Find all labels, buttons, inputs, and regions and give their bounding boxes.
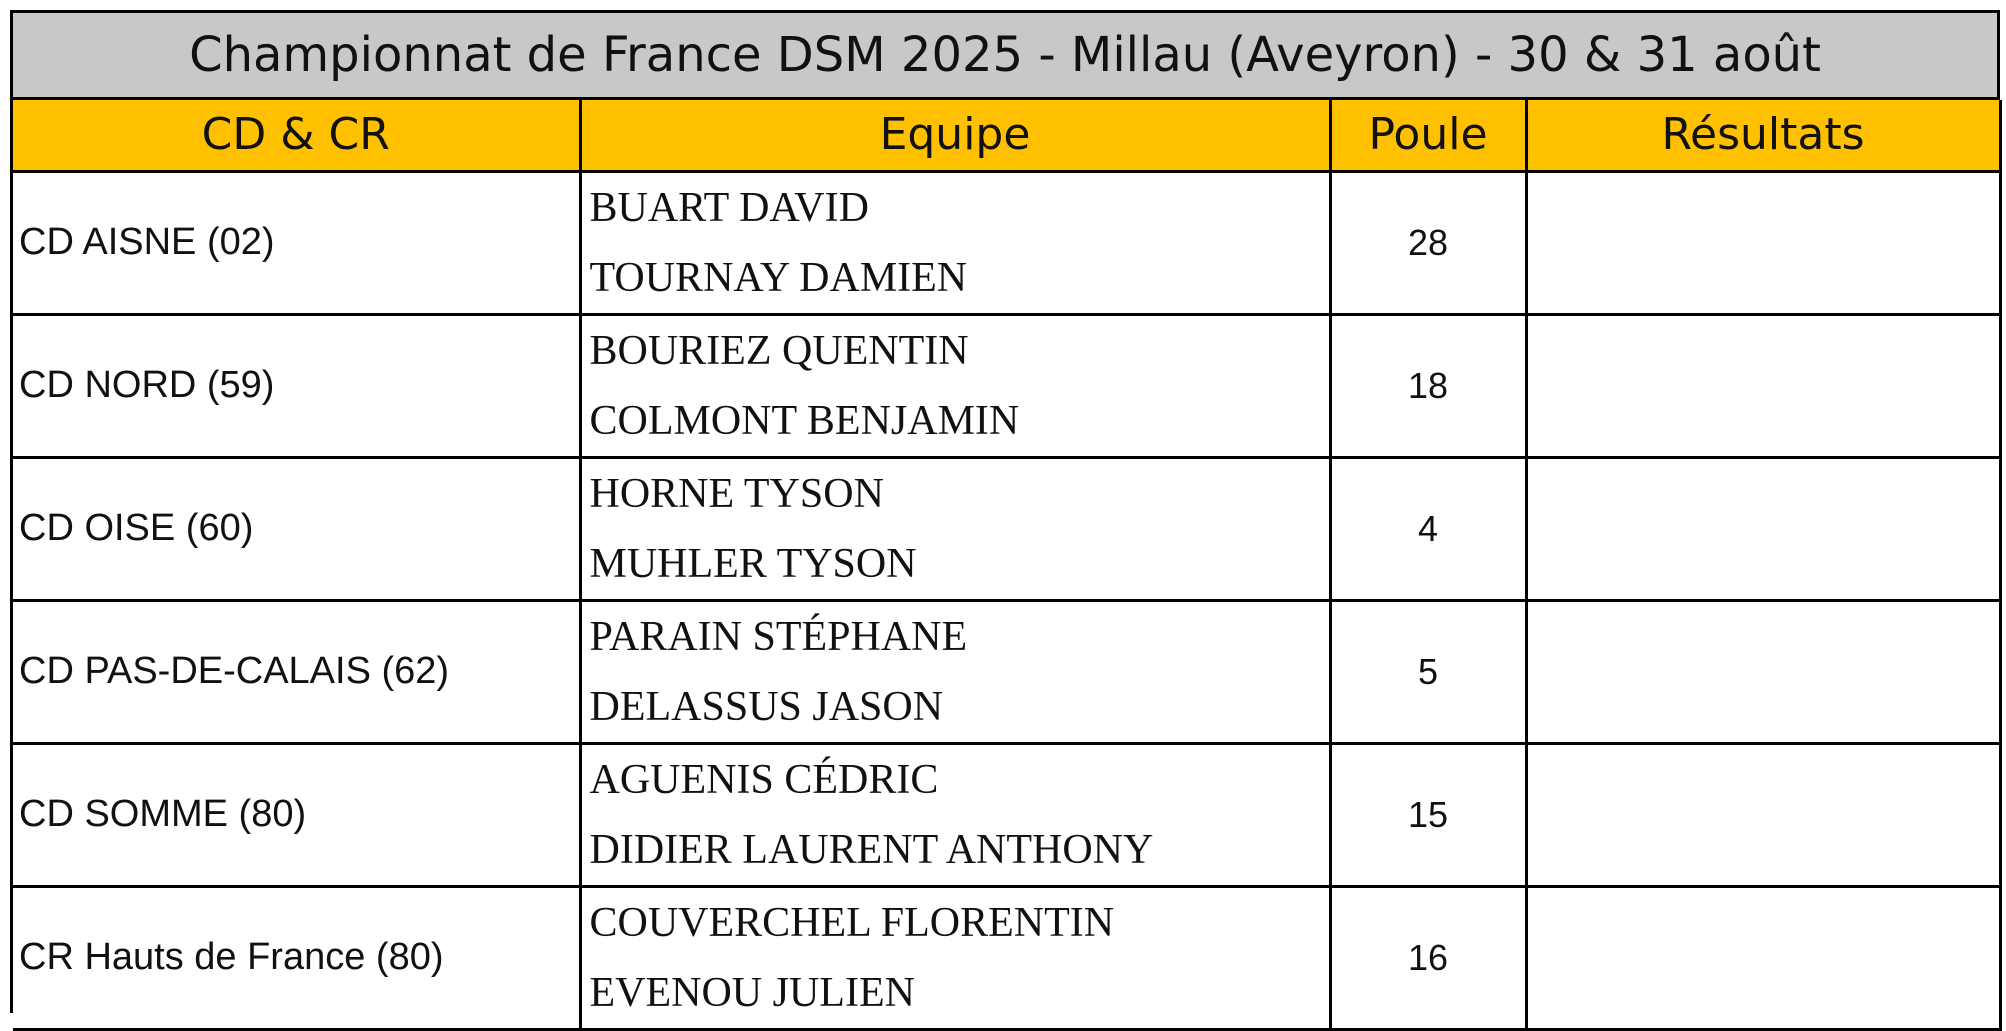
poule-cell: 28: [1330, 171, 1528, 316]
player-name: EVENOU JULIEN: [589, 969, 915, 1016]
team-cell: PARAIN STÉPHANE DELASSUS JASON: [580, 600, 1332, 745]
player-name: COUVERCHEL FLORENTIN: [589, 899, 1115, 946]
table-row: CD OISE (60) HORNE TYSON MUHLER TYSON 4: [13, 457, 2002, 602]
result-cell: [1526, 886, 2002, 1031]
team-table: CD & CR Equipe Poule Résultats CD AISNE …: [13, 100, 2002, 1031]
table-title: Championnat de France DSM 2025 - Millau …: [13, 13, 2000, 100]
player-name: HORNE TYSON: [589, 470, 884, 517]
poule-cell: 4: [1330, 457, 1528, 602]
team-cell: AGUENIS CÉDRIC DIDIER LAURENT ANTHONY: [580, 743, 1332, 888]
header-equipe: Equipe: [580, 100, 1332, 173]
player-name: BOURIEZ QUENTIN: [589, 327, 969, 374]
cd-cell: CD NORD (59): [13, 314, 582, 459]
poule-cell: 5: [1330, 600, 1528, 745]
result-cell: [1526, 743, 2002, 888]
cd-cell: CD PAS-DE-CALAIS (62): [13, 600, 582, 745]
player-name: TOURNAY DAMIEN: [589, 254, 968, 301]
header-cd-cr: CD & CR: [13, 100, 582, 173]
team-cell: COUVERCHEL FLORENTIN EVENOU JULIEN: [580, 886, 1332, 1031]
poule-cell: 16: [1330, 886, 1528, 1031]
result-cell: [1526, 171, 2002, 316]
team-cell: BUART DAVID TOURNAY DAMIEN: [580, 171, 1332, 316]
cd-cell: CD SOMME (80): [13, 743, 582, 888]
player-name: MUHLER TYSON: [589, 540, 917, 587]
cd-cell: CD OISE (60): [13, 457, 582, 602]
table-row: CD SOMME (80) AGUENIS CÉDRIC DIDIER LAUR…: [13, 743, 2002, 888]
player-name: DELASSUS JASON: [589, 683, 944, 730]
table-row: CD NORD (59) BOURIEZ QUENTIN COLMONT BEN…: [13, 314, 2002, 459]
header-resultats: Résultats: [1526, 100, 2002, 173]
player-name: DIDIER LAURENT ANTHONY: [589, 826, 1154, 873]
spreadsheet-table: Championnat de France DSM 2025 - Millau …: [10, 10, 2002, 1031]
player-name: AGUENIS CÉDRIC: [589, 756, 939, 803]
team-cell: BOURIEZ QUENTIN COLMONT BENJAMIN: [580, 314, 1332, 459]
poule-cell: 15: [1330, 743, 1528, 888]
table-row: CD PAS-DE-CALAIS (62) PARAIN STÉPHANE DE…: [13, 600, 2002, 745]
player-name: PARAIN STÉPHANE: [589, 613, 968, 660]
cd-cell: CD AISNE (02): [13, 171, 582, 316]
table-row: CR Hauts de France (80) COUVERCHEL FLORE…: [13, 886, 2002, 1031]
result-cell: [1526, 457, 2002, 602]
cd-cell: CR Hauts de France (80): [13, 886, 582, 1031]
team-cell: HORNE TYSON MUHLER TYSON: [580, 457, 1332, 602]
poule-cell: 18: [1330, 314, 1528, 459]
header-poule: Poule: [1330, 100, 1528, 173]
player-name: COLMONT BENJAMIN: [589, 397, 1020, 444]
player-name: BUART DAVID: [589, 184, 869, 231]
result-cell: [1526, 600, 2002, 745]
result-cell: [1526, 314, 2002, 459]
header-row: CD & CR Equipe Poule Résultats: [13, 100, 2002, 173]
table-row: CD AISNE (02) BUART DAVID TOURNAY DAMIEN…: [13, 171, 2002, 316]
